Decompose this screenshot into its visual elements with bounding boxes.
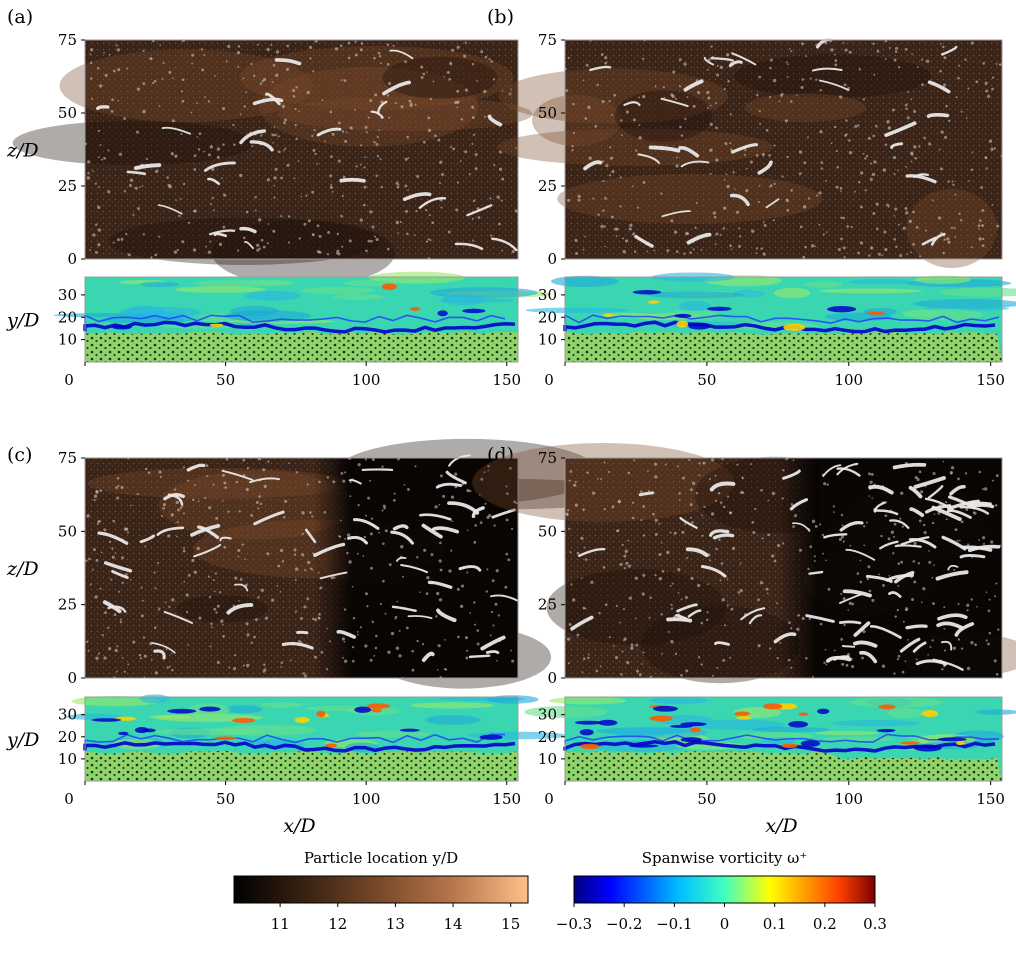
colorbar-tick-label: 12 (328, 915, 347, 933)
axis-label-y: y/D (6, 729, 39, 751)
tick-label: 150 (976, 371, 1005, 389)
colorbar-tick-label: 14 (444, 915, 463, 933)
colorbar-tick-label: 11 (271, 915, 290, 933)
tick-label: 50 (697, 371, 716, 389)
tick-label: 30 (58, 706, 77, 724)
panel-label: (a) (7, 6, 33, 28)
panel-label: (b) (487, 6, 514, 28)
tick-label: 25 (538, 596, 557, 614)
colorbar-tick-label: −0.3 (556, 915, 592, 933)
tick-label: 20 (58, 308, 77, 326)
colorbar-title: Particle location y/D (304, 849, 458, 867)
tick-label: 0 (547, 669, 557, 687)
colorbar-tick-label: 13 (386, 915, 405, 933)
colorbar-tick-label: 0.2 (813, 915, 837, 933)
tick-label: 50 (697, 790, 716, 808)
tick-label: 100 (834, 371, 863, 389)
panel-a: (a) 0 25 50 75 z/D 10 20 30 y/D 0 50 100 150 (6, 6, 553, 389)
tick-label: 10 (58, 750, 77, 768)
tick-label: 100 (834, 790, 863, 808)
particle-surface-plot (84, 438, 640, 689)
tick-label: 0 (67, 250, 77, 268)
tick-label: 25 (538, 177, 557, 195)
tick-label: 50 (58, 522, 77, 540)
tick-label: 50 (216, 790, 235, 808)
tick-label: 20 (538, 728, 557, 746)
tick-label: 50 (216, 371, 235, 389)
tick-label: 25 (58, 596, 77, 614)
tick-label: 0 (64, 371, 74, 389)
vorticity-plot (525, 272, 1016, 363)
panel-b: (b) 0 25 50 75 10 20 30 0 50 100 150 (487, 6, 1016, 389)
tick-label: 50 (538, 104, 557, 122)
colorbar-tick-label: −0.2 (606, 915, 642, 933)
tick-label: 75 (538, 31, 557, 49)
axis-label-x: x/D (765, 815, 797, 837)
tick-label: 30 (538, 706, 557, 724)
particle-surface-plot (12, 38, 533, 287)
colorbar-tick-label: −0.1 (656, 915, 692, 933)
tick-label: 0 (544, 371, 554, 389)
tick-label: 75 (58, 449, 77, 467)
tick-label: 0 (544, 790, 554, 808)
tick-label: 0 (64, 790, 74, 808)
tick-label: 20 (58, 728, 77, 746)
tick-label: 75 (58, 31, 77, 49)
axis-label-x: x/D (283, 815, 315, 837)
axis-label-y: y/D (6, 310, 39, 332)
tick-label: 20 (538, 308, 557, 326)
panel-label: (c) (7, 444, 32, 466)
tick-label: 75 (538, 449, 557, 467)
tick-label: 0 (67, 669, 77, 687)
tick-label: 30 (538, 286, 557, 304)
tick-label: 10 (538, 331, 557, 349)
tick-label: 150 (492, 371, 521, 389)
tick-label: 150 (976, 790, 1005, 808)
vorticity-plot (66, 694, 568, 782)
vorticity-plot (53, 271, 553, 363)
tick-label: 150 (492, 790, 521, 808)
tick-label: 50 (538, 522, 557, 540)
vorticity-plot (524, 696, 1016, 782)
colorbar-tick-label: 15 (501, 915, 520, 933)
colorbar-title: Spanwise vorticity ω⁺ (642, 849, 808, 867)
colorbar-tick-label: 0 (720, 915, 730, 933)
panel-label: (d) (487, 444, 514, 466)
particle-surface-plot (472, 442, 1016, 684)
tick-label: 100 (352, 371, 381, 389)
colorbar-particle-location: Particle location y/D 11 12 13 14 15 (233, 849, 529, 933)
tick-label: 50 (58, 104, 77, 122)
tick-label: 10 (538, 750, 557, 768)
panel-d: (d) 0 25 50 75 10 20 30 0 50 100 150 x/D (472, 442, 1016, 837)
particle-surface-plot (496, 37, 1003, 268)
tick-label: 0 (547, 250, 557, 268)
tick-label: 100 (352, 790, 381, 808)
tick-label: 30 (58, 286, 77, 304)
tick-label: 25 (58, 177, 77, 195)
axis-label-y: z/D (6, 140, 39, 162)
colorbar-tick-label: 0.3 (863, 915, 887, 933)
tick-label: 10 (58, 331, 77, 349)
axis-label-y: z/D (6, 558, 39, 580)
colorbar-tick-label: 0.1 (763, 915, 787, 933)
colorbar-spanwise-vorticity: Spanwise vorticity ω⁺ −0.3 −0.2 −0.1 0 0.1 0.2… (556, 849, 887, 933)
